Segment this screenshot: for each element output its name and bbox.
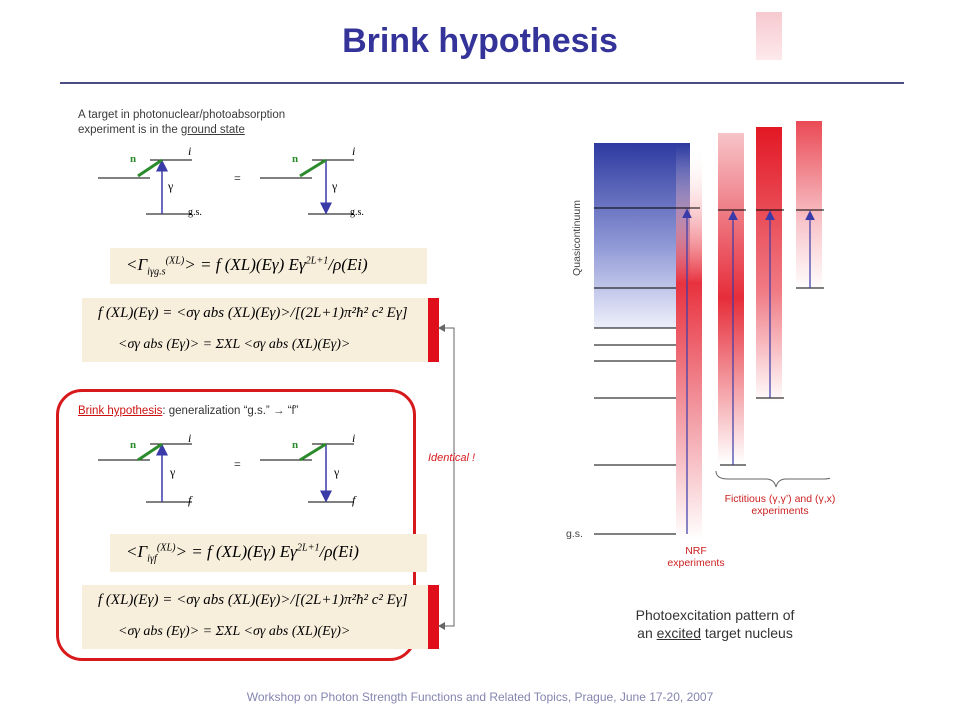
- intro-line-1: A target in photonuclear/photoabsorption: [78, 109, 286, 121]
- caption-line-2: an excited target nucleus: [600, 624, 830, 642]
- width-f-lhs: <Γ: [126, 542, 148, 561]
- intro-line-2-underlined: ground state: [180, 124, 245, 136]
- nrf-label-line-1: NRF: [685, 545, 707, 557]
- fictitious-label-line-1: Fictitious (γ,γ’) and (γ,x): [724, 493, 836, 505]
- brink-highlight-frame: [56, 389, 416, 661]
- lower-equals-sign: =: [234, 457, 241, 471]
- brink-hypothesis-line: Brink hypothesis: generalization “g.s.” …: [78, 405, 299, 417]
- left-gs-label: g.s.: [188, 207, 202, 218]
- ground-state-diagram: n i γ g.s. = n i γ g.s.: [98, 144, 364, 218]
- identical-bracket: [438, 324, 455, 630]
- width-formula-f-box: [110, 534, 427, 572]
- left-n-label: n: [130, 153, 136, 165]
- width-gs-sub: iγg.s: [147, 266, 166, 278]
- title-divider: [60, 82, 904, 84]
- caption-line-2-suffix: target nucleus: [700, 625, 793, 641]
- figure-caption: Photoexcitation pattern of an excited ta…: [600, 606, 830, 642]
- caption-line-1: Photoexcitation pattern of: [635, 607, 795, 623]
- width-gs-rhs: > = f (XL)(Eγ) Eγ: [184, 255, 306, 274]
- right-gs-label: g.s.: [350, 207, 364, 218]
- level-scheme: [594, 121, 830, 540]
- width-gs-lhs: <Γ: [126, 255, 148, 274]
- lower-right-f-label: f: [352, 493, 357, 507]
- equals-sign: =: [234, 171, 241, 185]
- lower-right-gamma-label: γ: [333, 465, 340, 479]
- fictitious-label: Fictitious (γ,γ’) and (γ,x) experiments: [700, 493, 860, 517]
- width-gs-tail: /ρ(Ei): [328, 255, 368, 274]
- bracket-line: [444, 327, 455, 627]
- strength-formula-gs-line-1: f (XL)(Eγ) = <σγ abs (XL)(Eγ)>/[(2L+1)π²…: [98, 305, 408, 321]
- lower-right-neutron-arrow: [299, 442, 327, 462]
- width-formula-f: <Γiγf(XL)> = f (XL)(Eγ) Eγ2L+1/ρ(Ei): [126, 542, 359, 564]
- width-f-sup: (XL): [156, 542, 176, 554]
- width-formula-gs-box: [110, 248, 427, 284]
- lower-left-i-label: i: [188, 431, 191, 445]
- fictitious-band-1: [718, 133, 744, 463]
- identical-label: Identical !: [428, 452, 476, 464]
- lower-left-f-label: f: [188, 493, 193, 507]
- brink-hypothesis-label: Brink hypothesis: [78, 405, 163, 417]
- fictitious-brace: [715, 470, 830, 488]
- intro-line-2-prefix: experiment is in the: [78, 124, 181, 136]
- lower-left-neutron-arrow: [137, 442, 163, 462]
- lower-left-n-label: n: [130, 439, 136, 451]
- width-f-sub: iγf: [147, 553, 157, 565]
- left-gamma-label: γ: [167, 179, 174, 193]
- right-i-label: i: [352, 144, 355, 158]
- ground-state-label: g.s.: [566, 528, 583, 540]
- nrf-label: NRF experiments: [646, 545, 746, 569]
- intro-line-2: experiment is in the ground state: [78, 123, 358, 138]
- nrf-label-line-2: experiments: [667, 557, 725, 569]
- right-neutron-arrow: [299, 158, 327, 178]
- right-n-label: n: [292, 153, 298, 165]
- final-state-diagram: n i γ f = n i γ f: [98, 431, 357, 507]
- fictitious-band-2: [756, 127, 782, 403]
- red-marker-bar-top: [428, 298, 439, 362]
- width-f-tail: /ρ(Ei): [319, 542, 359, 561]
- lower-right-n-label: n: [292, 439, 298, 451]
- lower-left-gamma-label: γ: [169, 465, 176, 479]
- intro-text: A target in photonuclear/photoabsorption…: [78, 108, 358, 138]
- strength-formula-gs-line-2: <σγ abs (Eγ)> = ΣXL <σγ abs (XL)(Eγ)>: [118, 337, 351, 352]
- strength-formula-gs-box: [82, 298, 428, 362]
- lower-right-i-label: i: [352, 431, 355, 445]
- nrf-band: [676, 145, 702, 540]
- width-gs-sup: (XL): [165, 255, 185, 267]
- fictitious-label-line-2: experiments: [751, 505, 809, 517]
- bracket-arrowhead-bottom: [438, 622, 445, 630]
- strength-formula-f-box: [82, 585, 428, 649]
- title-accent-bar: [756, 12, 782, 60]
- width-formula-gs: <Γiγg.s(XL)> = f (XL)(Eγ) Eγ2L+1/ρ(Ei): [126, 255, 368, 277]
- width-gs-rhs-sup: 2L+1: [305, 255, 329, 267]
- fictitious-band-3: [796, 121, 822, 291]
- footer: Workshop on Photon Strength Functions an…: [246, 690, 714, 704]
- left-i-label: i: [188, 144, 191, 158]
- width-f-rhs-sup: 2L+1: [296, 542, 320, 554]
- width-f-rhs: > = f (XL)(Eγ) Eγ: [175, 542, 297, 561]
- bracket-arrowhead-top: [438, 324, 445, 332]
- quasicontinuum-band: [594, 143, 690, 328]
- caption-line-2-underlined: excited: [656, 625, 701, 641]
- right-gamma-label: γ: [331, 179, 338, 193]
- red-marker-bar-bottom: [428, 585, 439, 649]
- page-title: Brink hypothesis: [342, 22, 618, 60]
- quasicontinuum-label: Quasicontinuum: [571, 200, 583, 276]
- strength-formula-f-line-2: <σγ abs (Eγ)> = ΣXL <σγ abs (XL)(Eγ)>: [118, 624, 351, 639]
- left-neutron-arrow: [137, 158, 163, 178]
- brink-hypothesis-text: : generalization “g.s.” → “f”: [162, 405, 299, 417]
- strength-formula-f-line-1: f (XL)(Eγ) = <σγ abs (XL)(Eγ)>/[(2L+1)π²…: [98, 592, 408, 608]
- caption-line-2-prefix: an: [637, 625, 657, 641]
